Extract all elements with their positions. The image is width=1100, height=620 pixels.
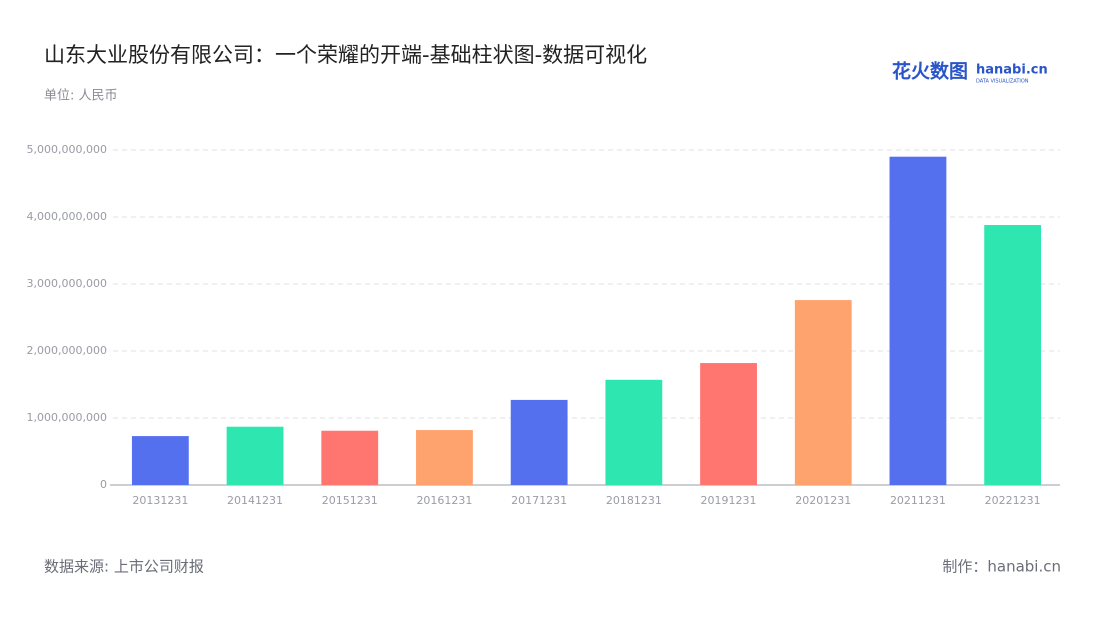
subtitle: 单位: 人民币 [44, 89, 118, 104]
bar [984, 225, 1042, 486]
x-tick-label: 20221231 [985, 494, 1041, 507]
y-tick-label: 4,000,000,000 [27, 210, 107, 223]
credit: 制作：hanabi.cn [942, 558, 1061, 576]
bar [510, 399, 568, 485]
y-tick-label: 2,000,000,000 [27, 344, 107, 357]
x-tick-label: 20201231 [795, 494, 851, 507]
source: 数据来源: 上市公司财报 [44, 558, 204, 576]
x-tick-label: 20161231 [416, 494, 472, 507]
y-tick-label: 3,000,000,000 [27, 277, 107, 290]
x-tick-label: 20131231 [132, 494, 188, 507]
bar [416, 430, 473, 485]
bar [226, 426, 284, 485]
logo-brand: 花火数图 [892, 60, 968, 83]
chart-title: 山东大业股份有限公司：一个荣耀的开端-基础柱状图-数据可视化 [44, 43, 647, 67]
bar [794, 300, 852, 485]
bar [605, 379, 663, 485]
x-tick-label: 20211231 [890, 494, 946, 507]
x-tick-label: 20191231 [701, 494, 757, 507]
bar [321, 430, 379, 485]
y-tick-label: 0 [100, 478, 107, 491]
y-tick-label: 1,000,000,000 [27, 411, 107, 424]
x-tick-label: 20171231 [511, 494, 567, 507]
x-tick-label: 20151231 [322, 494, 378, 507]
logo-site: hanabi.cn [976, 63, 1048, 78]
bar [889, 156, 947, 485]
y-tick-label: 5,000,000,000 [27, 143, 107, 156]
logo-tagline: DATA VISUALIZATION [976, 79, 1029, 85]
bar [131, 436, 189, 485]
x-tick-label: 20181231 [606, 494, 662, 507]
bar [700, 363, 757, 485]
x-tick-label: 20141231 [227, 494, 283, 507]
